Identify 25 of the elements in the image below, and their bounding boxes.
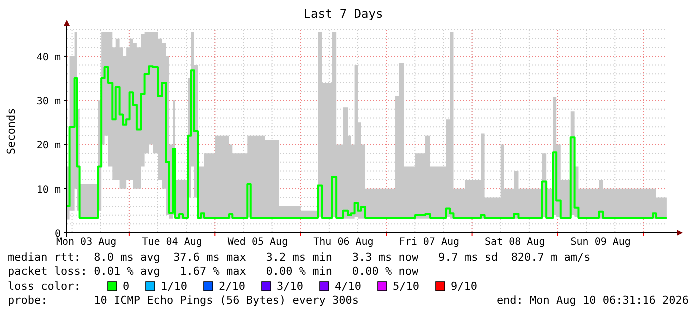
text: 9/10 (451, 280, 478, 293)
x-tick-label: Thu 06 Aug (314, 237, 374, 248)
x-tick-label: Sat 08 Aug (485, 237, 546, 248)
y-axis-title: Seconds (5, 108, 18, 155)
y-tick-label: 40 m (36, 52, 61, 64)
text: end: Mon Aug 10 06:31:16 2026 (496, 294, 689, 307)
text: 3/10 (277, 280, 304, 293)
y-tick-label: 10 m (36, 184, 61, 196)
text: 4/10 (335, 280, 362, 293)
chart-title: Last 7 Days (304, 7, 384, 21)
text: probe: 10 ICMP Echo Pings (56 Bytes) every 300s (8, 294, 359, 307)
x-tick-label: Fri 07 Aug (399, 237, 460, 248)
y-tick-label: 20 m (36, 140, 61, 152)
text: 0 (123, 280, 130, 293)
text: packet loss: 0.01 % avg 1.67 % max 0.00 % min 0.00 % now (8, 265, 419, 278)
y-tick-label: 30 m (36, 96, 61, 108)
text: loss color: (8, 280, 81, 293)
text: 5/10 (393, 280, 420, 293)
text: 2/10 (219, 280, 246, 293)
text: median rtt: 8.0 ms avg 37.6 ms max 3.2 ms min 3.3 ms now 9.7 ms sd 820.7 m am/s (8, 251, 591, 264)
x-tick-label: Sun 09 Aug (570, 237, 631, 248)
text: 1/10 (161, 280, 188, 293)
x-tick-label: Tue 04 Aug (142, 237, 202, 248)
x-tick-label: Wed 05 Aug (228, 237, 288, 248)
x-tick-label: Mon 03 Aug (56, 237, 117, 248)
